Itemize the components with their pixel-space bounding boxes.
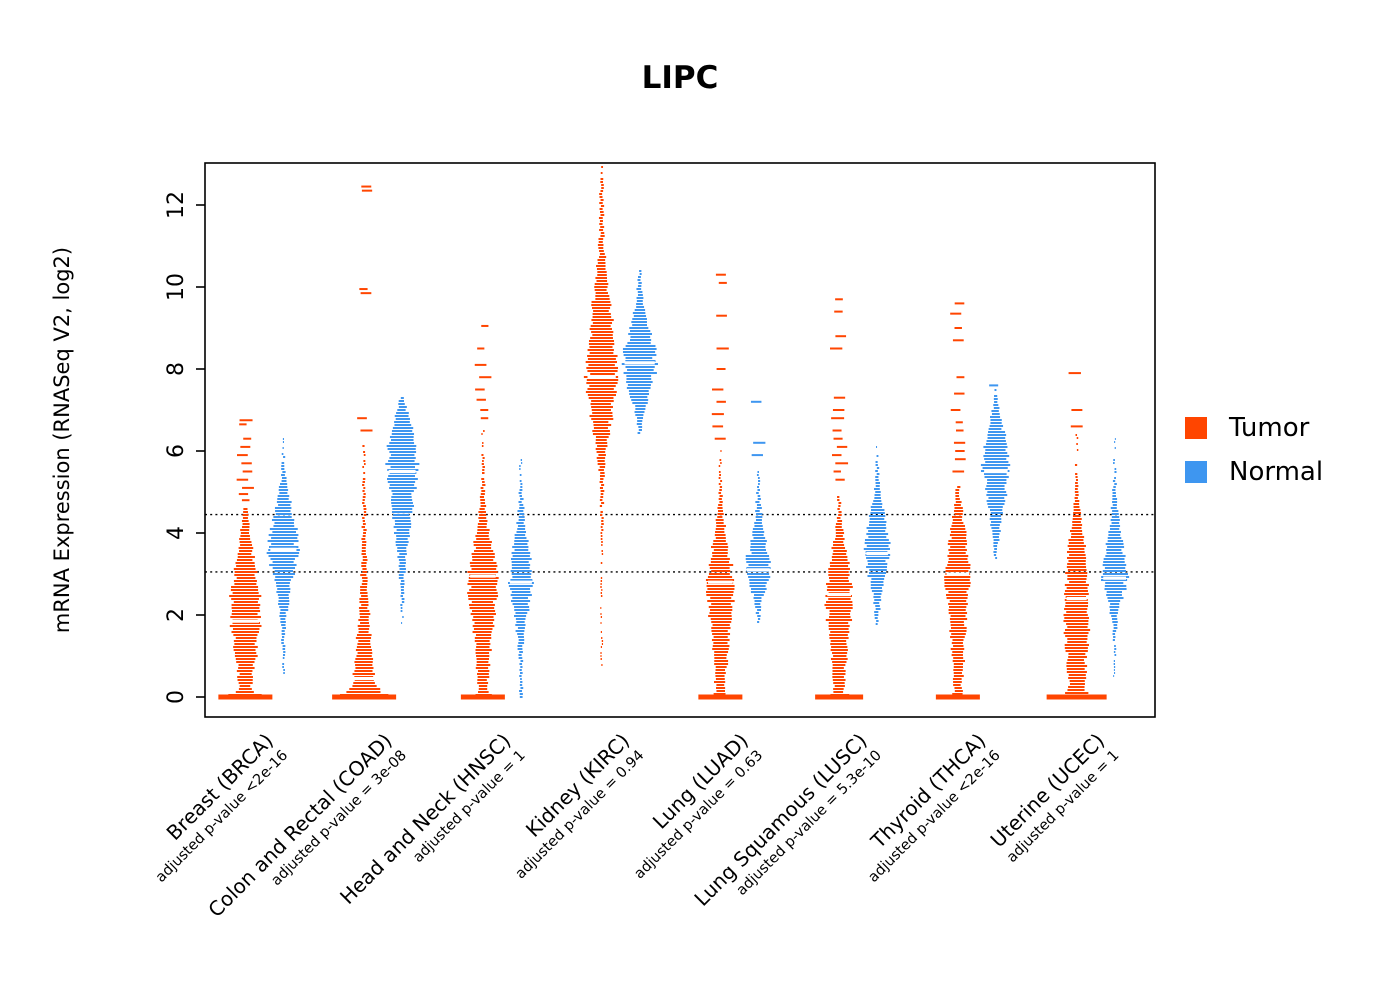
x-label-thca: Thyroid (THCA) xyxy=(865,729,990,854)
violin-ucec-normal xyxy=(1101,438,1130,677)
tumor-color-swatch xyxy=(1185,417,1207,439)
plot-border xyxy=(204,162,1156,718)
legend-item-normal: Normal xyxy=(1185,457,1323,487)
violin-luad-tumor xyxy=(698,273,743,700)
legend-item-tumor: Tumor xyxy=(1185,413,1323,443)
legend-tumor-label: Tumor xyxy=(1229,413,1310,443)
violin-thca-normal xyxy=(980,384,1011,559)
violin-luad-normal xyxy=(745,400,771,623)
y-tick-label-8: 8 xyxy=(164,362,189,376)
violin-kirc-tumor xyxy=(583,166,619,666)
y-tick-label-6: 6 xyxy=(164,444,189,458)
x-pvalue-label-lusc: adjusted p-value = 5.3e-10 xyxy=(734,748,885,899)
y-axis-title: mRNA Expression (RNASeq V2, log2) xyxy=(50,246,74,634)
legend: Tumor Normal xyxy=(1185,413,1323,501)
normal-color-swatch xyxy=(1185,461,1207,483)
chart-title: LIPC xyxy=(641,60,719,96)
legend-normal-label: Normal xyxy=(1229,457,1324,487)
y-tick-label-2: 2 xyxy=(164,608,189,622)
violin-coad-normal xyxy=(385,397,420,624)
violin-hnsc-normal xyxy=(508,459,534,698)
y-tick-label-12: 12 xyxy=(164,191,189,219)
violin-kirc-normal xyxy=(621,270,658,434)
y-tick-label-0: 0 xyxy=(164,690,189,704)
violin-ucec-tumor xyxy=(1046,372,1107,700)
violin-brca-tumor xyxy=(218,419,273,700)
violin-lusc-normal xyxy=(863,446,891,625)
violin-lusc-tumor xyxy=(815,298,864,700)
violin-brca-normal xyxy=(266,438,300,674)
violin-hnsc-tumor xyxy=(460,324,505,700)
violin-thca-tumor xyxy=(935,302,980,700)
violin-coad-tumor xyxy=(332,185,397,700)
y-tick-label-10: 10 xyxy=(164,273,189,301)
y-tick-label-4: 4 xyxy=(164,526,189,540)
